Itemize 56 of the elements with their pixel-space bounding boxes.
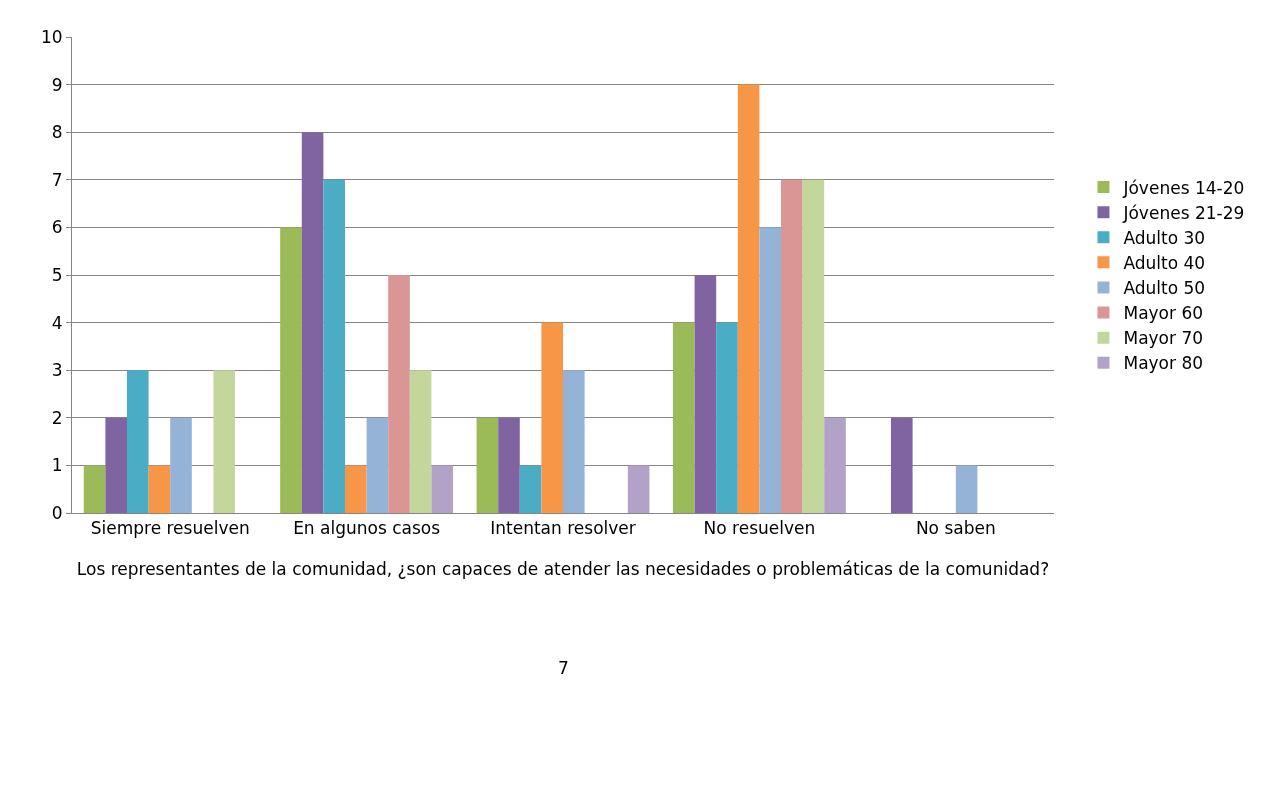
bar bbox=[824, 417, 846, 513]
legend-label: Adulto 50 bbox=[1123, 278, 1206, 299]
bar bbox=[345, 465, 367, 513]
legend-label: Adulto 40 bbox=[1123, 252, 1206, 273]
y-tick-label: 5 bbox=[51, 264, 63, 285]
bar bbox=[83, 465, 106, 513]
bar bbox=[563, 370, 585, 513]
legend-label: Mayor 60 bbox=[1123, 303, 1204, 324]
bar bbox=[716, 322, 738, 513]
bar bbox=[366, 417, 389, 513]
x-tick-label: Siempre resuelven bbox=[90, 518, 250, 539]
bar bbox=[170, 417, 192, 513]
x-axis-title: Los representantes de la comunidad, ¿son capaces de atender las necesidades o problemáticas de la comunidad? bbox=[76, 558, 1050, 579]
bar bbox=[498, 417, 520, 513]
y-tick-label: 2 bbox=[51, 407, 63, 428]
bar bbox=[541, 322, 563, 513]
bar bbox=[627, 465, 650, 513]
y-tick-label: 10 bbox=[40, 26, 63, 47]
bar bbox=[105, 417, 127, 513]
x-tick-label: En algunos casos bbox=[293, 518, 441, 539]
y-tick-label: 8 bbox=[51, 122, 63, 143]
legend-label: Jóvenes 21-29 bbox=[1122, 202, 1245, 223]
legend-label: Mayor 70 bbox=[1123, 328, 1204, 349]
bar bbox=[409, 370, 432, 513]
bar bbox=[694, 275, 717, 513]
y-tick-label: 1 bbox=[51, 455, 63, 476]
bar bbox=[802, 179, 825, 513]
legend-label: Mayor 80 bbox=[1123, 353, 1204, 374]
bar bbox=[476, 417, 499, 513]
bar bbox=[148, 465, 171, 513]
bar bbox=[213, 370, 236, 513]
bar bbox=[955, 465, 978, 513]
text: 7 bbox=[558, 658, 569, 678]
y-tick-label: 0 bbox=[51, 502, 63, 523]
bar bbox=[301, 132, 324, 513]
x-tick-label: Intentan resolver bbox=[490, 518, 636, 539]
bar bbox=[737, 84, 760, 513]
y-tick-label: 6 bbox=[51, 217, 63, 238]
y-tick-label: 4 bbox=[51, 312, 63, 333]
bar bbox=[781, 179, 803, 513]
x-tick-label: No saben bbox=[915, 518, 996, 539]
bar bbox=[126, 370, 149, 513]
bar bbox=[519, 465, 542, 513]
y-tick-label: 7 bbox=[51, 169, 63, 190]
bar bbox=[323, 179, 345, 513]
bar bbox=[759, 227, 781, 513]
bar bbox=[431, 465, 454, 513]
x-tick-label: No resuelven bbox=[703, 518, 816, 539]
legend-label: Jóvenes 14-20 bbox=[1122, 177, 1245, 198]
bar bbox=[280, 227, 302, 513]
y-tick-label: 3 bbox=[51, 360, 63, 381]
bar bbox=[388, 275, 410, 513]
bar bbox=[890, 417, 913, 513]
y-tick-label: 9 bbox=[51, 74, 63, 95]
legend-label: Adulto 30 bbox=[1123, 227, 1206, 248]
bar bbox=[672, 322, 695, 513]
